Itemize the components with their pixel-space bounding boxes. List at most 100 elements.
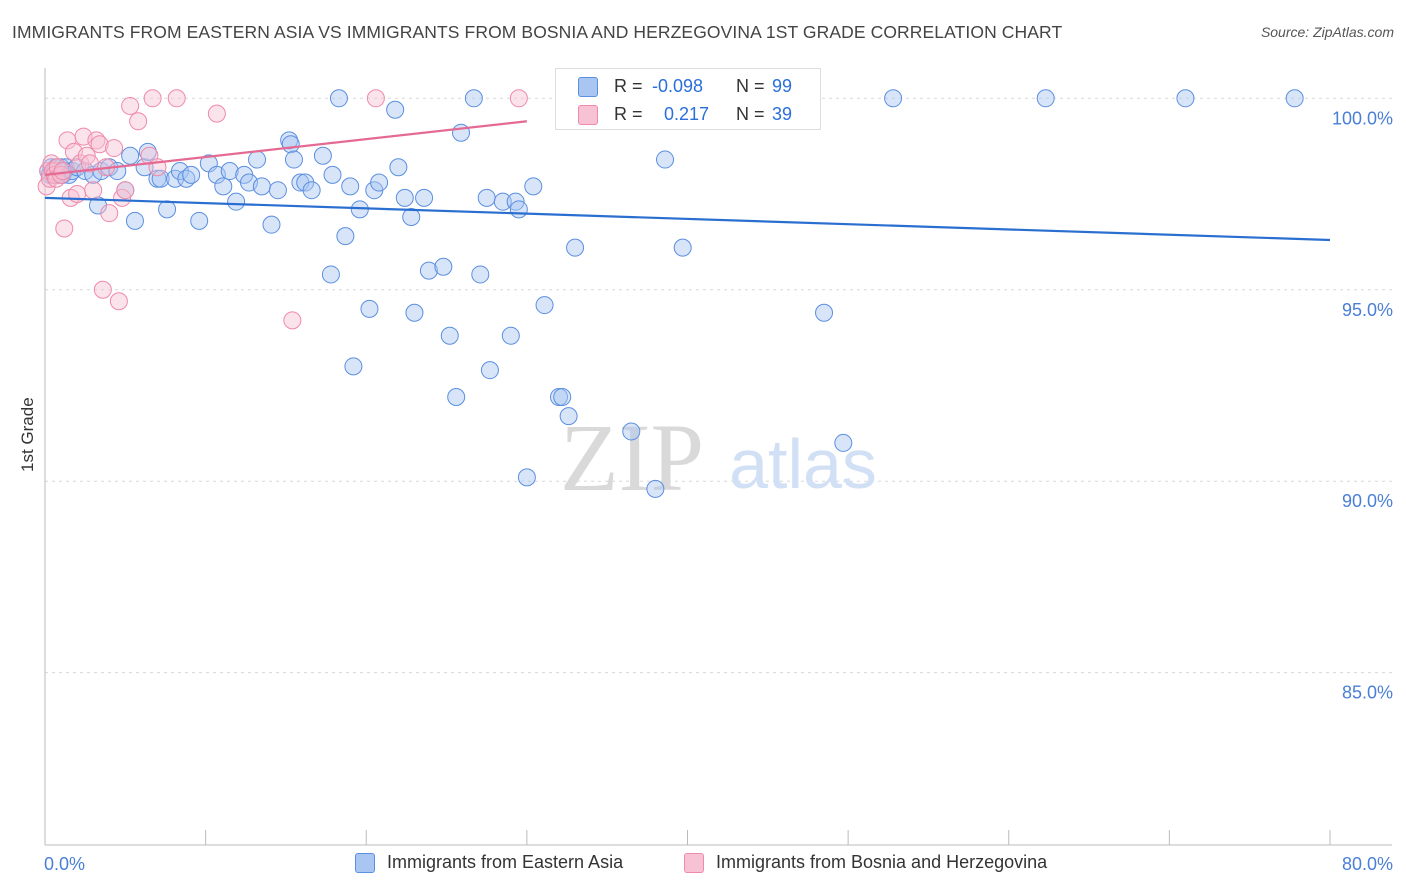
x-tick-labels: 0.0% 80.0% bbox=[44, 854, 1393, 874]
y-axis-label: 1st Grade bbox=[18, 397, 37, 472]
data-point-eastern-asia bbox=[220, 162, 239, 181]
y-tick-label: 95.0% bbox=[1342, 300, 1393, 320]
stats-n-label: N = bbox=[736, 76, 765, 96]
data-point-eastern-asia bbox=[296, 173, 315, 192]
trend-line-bosnia bbox=[44, 120, 527, 176]
data-point-eastern-asia bbox=[405, 303, 424, 322]
legend-swatch-pink bbox=[684, 852, 704, 873]
data-point-eastern-asia bbox=[440, 326, 459, 345]
stats-r-value: -0.098 bbox=[652, 76, 704, 96]
series-bosnia-points bbox=[37, 89, 528, 330]
data-point-eastern-asia bbox=[1285, 89, 1304, 108]
data-point-eastern-asia bbox=[389, 158, 408, 177]
axes bbox=[44, 68, 1392, 846]
stats-swatch-pink bbox=[578, 105, 598, 125]
data-point-bosnia bbox=[143, 89, 162, 108]
data-point-eastern-asia bbox=[370, 173, 389, 192]
data-point-eastern-asia bbox=[517, 468, 536, 487]
chart-title: IMMIGRANTS FROM EASTERN ASIA VS IMMIGRAN… bbox=[12, 22, 1063, 42]
legend-item-eastern-asia[interactable]: Immigrants from Eastern Asia bbox=[355, 852, 623, 873]
data-point-bosnia bbox=[116, 181, 135, 200]
data-point-eastern-asia bbox=[1176, 89, 1195, 108]
data-point-bosnia bbox=[129, 112, 148, 131]
data-point-eastern-asia bbox=[268, 181, 287, 200]
y-tick-labels: 85.0% 90.0% 95.0% 100.0% bbox=[1332, 108, 1393, 702]
data-point-eastern-asia bbox=[402, 208, 421, 226]
y-tick-label: 85.0% bbox=[1342, 683, 1393, 703]
data-point-eastern-asia bbox=[480, 361, 499, 380]
legend-item-bosnia[interactable]: Immigrants from Bosnia and Herzegovina bbox=[684, 852, 1047, 873]
data-point-eastern-asia bbox=[190, 211, 209, 230]
data-point-eastern-asia bbox=[336, 227, 355, 246]
trend-lines bbox=[44, 120, 1331, 242]
data-point-eastern-asia bbox=[344, 357, 363, 376]
data-point-bosnia bbox=[509, 89, 528, 108]
data-point-eastern-asia bbox=[121, 146, 140, 165]
stats-n-value: 39 bbox=[772, 104, 793, 124]
data-point-eastern-asia bbox=[1036, 89, 1055, 108]
data-point-eastern-asia bbox=[386, 100, 405, 119]
correlation-stats-box: R = -0.098 N = 99 R = 0.217 N = 39 bbox=[555, 68, 821, 130]
data-point-bosnia bbox=[366, 89, 385, 108]
stats-r-value: 0.217 bbox=[664, 104, 710, 124]
legend-swatch-blue bbox=[355, 852, 375, 873]
data-point-eastern-asia bbox=[125, 211, 144, 230]
data-point-eastern-asia bbox=[622, 422, 641, 441]
data-point-eastern-asia bbox=[248, 150, 267, 169]
data-point-eastern-asia bbox=[434, 257, 453, 276]
data-point-eastern-asia bbox=[673, 238, 692, 257]
data-point-bosnia bbox=[109, 292, 128, 311]
chart-legend: Immigrants from Eastern Asia Immigrants … bbox=[0, 852, 1406, 878]
data-point-eastern-asia bbox=[815, 303, 834, 322]
data-point-eastern-asia bbox=[535, 296, 554, 315]
data-point-eastern-asia bbox=[302, 181, 321, 200]
data-point-eastern-asia bbox=[182, 165, 201, 184]
legend-label: Immigrants from Bosnia and Herzegovina bbox=[716, 852, 1048, 872]
data-point-eastern-asia bbox=[471, 265, 490, 284]
data-point-eastern-asia bbox=[158, 200, 177, 219]
data-point-eastern-asia bbox=[452, 123, 471, 142]
data-point-eastern-asia bbox=[553, 387, 572, 406]
data-point-bosnia bbox=[105, 139, 124, 158]
stats-swatch-blue bbox=[578, 77, 598, 97]
data-point-bosnia bbox=[207, 104, 226, 123]
source-credit: Source: ZipAtlas.com bbox=[1260, 24, 1394, 40]
data-point-eastern-asia bbox=[214, 177, 233, 196]
stats-row-bosnia: R = 0.217 N = 39 bbox=[556, 101, 822, 129]
stats-r-label: R = bbox=[614, 104, 643, 124]
data-point-eastern-asia bbox=[313, 146, 332, 165]
data-point-bosnia bbox=[121, 96, 140, 115]
data-point-eastern-asia bbox=[493, 192, 512, 211]
data-point-bosnia bbox=[167, 89, 186, 108]
data-point-eastern-asia bbox=[341, 177, 360, 196]
data-point-bosnia bbox=[53, 162, 72, 181]
data-point-eastern-asia bbox=[360, 299, 379, 318]
data-point-eastern-asia bbox=[447, 387, 466, 406]
data-point-eastern-asia bbox=[501, 326, 520, 345]
data-point-eastern-asia bbox=[656, 150, 675, 169]
data-point-eastern-asia bbox=[284, 150, 303, 169]
stats-n-label: N = bbox=[736, 104, 765, 124]
data-point-eastern-asia bbox=[395, 188, 414, 207]
data-point-bosnia bbox=[100, 204, 119, 223]
stats-row-eastern-asia: R = -0.098 N = 99 bbox=[556, 73, 822, 101]
data-point-eastern-asia bbox=[170, 162, 189, 181]
data-point-eastern-asia bbox=[321, 265, 340, 284]
data-point-eastern-asia bbox=[151, 169, 170, 188]
data-point-eastern-asia bbox=[323, 165, 342, 184]
data-point-eastern-asia bbox=[329, 89, 348, 108]
data-point-eastern-asia bbox=[884, 89, 903, 108]
data-point-bosnia bbox=[55, 219, 74, 238]
legend-label: Immigrants from Eastern Asia bbox=[387, 852, 624, 872]
data-point-eastern-asia bbox=[415, 188, 434, 207]
x-tick-label-max: 80.0% bbox=[1342, 854, 1393, 874]
data-point-eastern-asia bbox=[834, 433, 853, 452]
x-tick-label-min: 0.0% bbox=[44, 854, 85, 874]
data-point-eastern-asia bbox=[559, 407, 578, 426]
data-point-eastern-asia bbox=[566, 238, 585, 257]
data-point-bosnia bbox=[84, 181, 103, 200]
data-point-eastern-asia bbox=[509, 200, 528, 219]
data-point-eastern-asia bbox=[262, 215, 281, 234]
data-point-eastern-asia bbox=[227, 192, 246, 211]
data-point-eastern-asia bbox=[419, 261, 438, 280]
